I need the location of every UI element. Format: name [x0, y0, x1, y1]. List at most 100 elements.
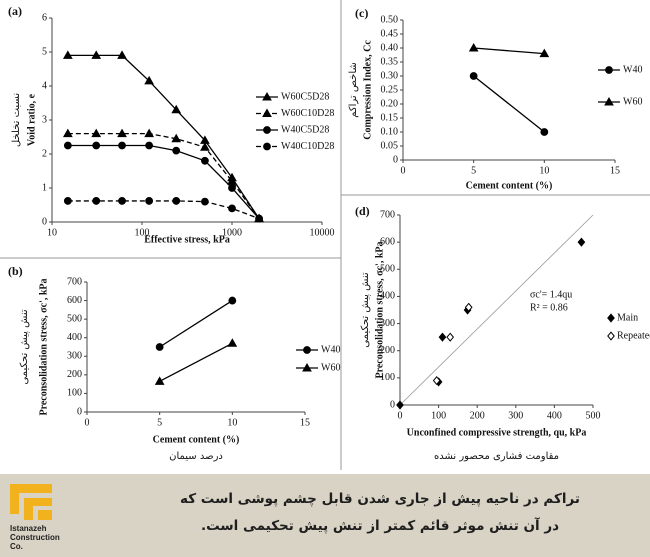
marker [396, 400, 404, 410]
x-tick-label: 100 [431, 410, 446, 421]
legend-label: Main [617, 312, 638, 323]
x-tick-label: 0 [401, 165, 406, 176]
x-axis-title: Cement content (%) [466, 180, 553, 191]
marker [144, 128, 154, 138]
marker [469, 72, 478, 80]
marker [200, 142, 210, 151]
marker [117, 50, 127, 59]
x-tick-label: 300 [508, 410, 523, 421]
marker [464, 302, 473, 312]
y-axis-title: Preconsolidation stress, σc', kPa [374, 241, 385, 378]
legend-label: W60C10D28 [281, 108, 334, 119]
logo-shape [10, 484, 52, 493]
panel-label: (a) [8, 4, 22, 18]
y-tick-label: 0.15 [381, 112, 399, 123]
series-line [159, 300, 233, 348]
legend-marker [263, 126, 271, 134]
marker [438, 332, 447, 342]
y-axis-title: Compression Index, Cc [362, 40, 373, 140]
x-tick-label: 15 [610, 165, 620, 176]
x-tick-label: 10000 [310, 227, 335, 238]
trendline [399, 214, 594, 406]
legend-marker [302, 362, 312, 372]
legend-label: W60 [321, 362, 340, 373]
marker [228, 204, 236, 213]
y-tick-label: 0.05 [381, 140, 399, 151]
x-tick-label: 500 [586, 410, 601, 421]
logo-shape [24, 498, 52, 506]
marker [145, 141, 154, 150]
y-tick-label: 4 [42, 80, 47, 91]
series-line [159, 342, 233, 382]
marker [91, 50, 102, 59]
legend-marker [303, 346, 311, 354]
logo-shape [38, 510, 52, 520]
marker [171, 104, 182, 114]
y-tick-label: 600 [67, 295, 82, 306]
footer: Istanazeh Construction Co. تراکم در ناحی… [0, 474, 650, 557]
y-tick-label: 0.30 [381, 70, 399, 81]
y-tick-label: 0.25 [381, 84, 399, 95]
marker [228, 296, 237, 305]
logo-shape [24, 498, 33, 520]
annotation: σc'= 1.4qu [530, 289, 572, 300]
y-tick-label: 400 [380, 291, 395, 302]
marker [171, 133, 182, 143]
y-tick-label: 400 [67, 332, 82, 343]
marker [118, 141, 126, 150]
marker [227, 338, 238, 347]
x-axis-title: Unconfined compressive strength, qu, kPa [407, 427, 587, 438]
y-tick-label: 0.20 [381, 98, 399, 109]
y-tick-label: 0.50 [381, 14, 399, 25]
marker [62, 128, 73, 138]
legend-label: W40 [321, 344, 340, 355]
y-tick-label: 0 [42, 216, 47, 227]
series-line [473, 75, 545, 133]
marker [155, 343, 164, 351]
legend-marker [262, 91, 272, 101]
legend-label: W60 [623, 96, 642, 107]
legend-marker [604, 96, 614, 106]
x-tick-label: 100 [135, 227, 150, 238]
marker [118, 197, 126, 205]
y-tick-label: 200 [67, 369, 82, 380]
y-axis-title-fa: تنش پیش تحکیمی [19, 309, 30, 385]
y-tick-label: 0.35 [381, 56, 399, 67]
marker [62, 50, 73, 59]
marker [201, 156, 209, 165]
marker [117, 128, 127, 138]
y-tick-label: 500 [67, 313, 82, 324]
panel-label: (b) [8, 264, 23, 278]
marker [540, 128, 549, 136]
marker [154, 376, 165, 385]
y-axis-title-fa: نسبت تخلخل [11, 93, 22, 147]
x-tick-label: 5 [157, 417, 162, 428]
marker [92, 141, 101, 150]
annotation: R² = 0.86 [530, 302, 568, 313]
y-axis-title: Void ratio, e [26, 93, 37, 146]
legend-marker [607, 313, 615, 323]
y-tick-label: 6 [42, 12, 47, 23]
series-line [473, 47, 545, 55]
x-axis-title-fa: مقاومت فشاری محصور نشده [434, 451, 559, 462]
y-tick-label: 500 [380, 264, 395, 275]
x-tick-label: 10 [47, 227, 57, 238]
caption-line: در آن تنش موثر قائم کمتر از تنش پیش تحکی… [200, 518, 560, 534]
x-tick-label: 15 [300, 417, 310, 428]
logo-text: Co. [10, 542, 23, 551]
y-tick-label: 200 [380, 345, 395, 356]
legend-marker [605, 66, 613, 74]
legend-label: W40C10D28 [281, 141, 334, 152]
y-tick-label: 1 [42, 182, 47, 193]
marker [577, 237, 586, 247]
marker [144, 75, 154, 85]
x-tick-label: 1000 [222, 227, 242, 238]
logo: Istanazeh Construction Co. [10, 484, 60, 551]
x-axis-title: Effective stress, kPa [144, 234, 230, 245]
series-line [67, 200, 260, 220]
y-tick-label: 0 [390, 399, 395, 410]
marker [63, 141, 72, 150]
logo-text: Istanazeh [10, 524, 47, 533]
y-tick-label: 100 [67, 388, 82, 399]
